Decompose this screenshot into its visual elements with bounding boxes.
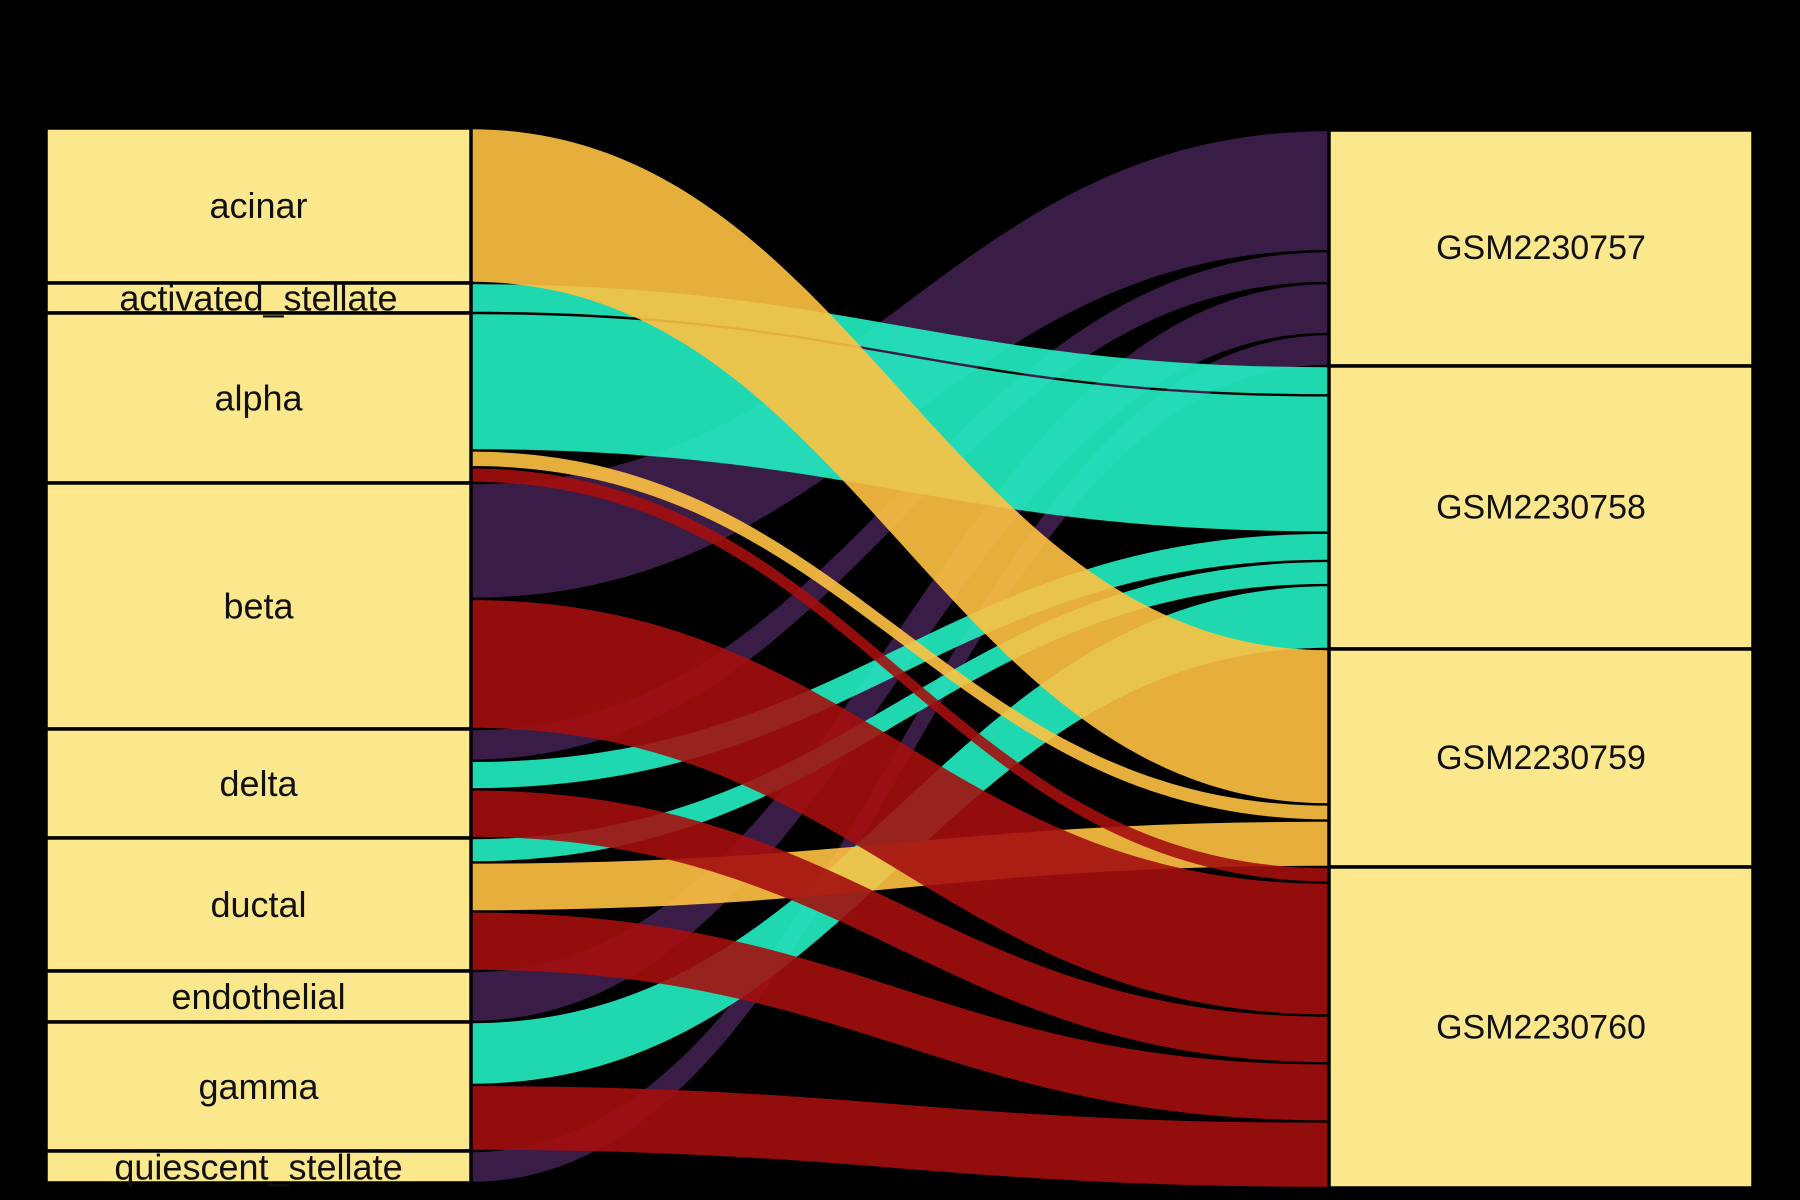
right-node-GSM2230760 xyxy=(1327,865,1755,1190)
left-node-label-beta: beta xyxy=(223,586,294,627)
flows-layer xyxy=(471,129,1329,1187)
flow-delta-to-GSM2230760 xyxy=(471,790,1329,1063)
right-node-GSM2230757 xyxy=(1327,128,1755,368)
flow-delta-to-GSM2230758 xyxy=(471,533,1329,789)
left-node-label-activated_stellate: activated_stellate xyxy=(119,278,397,319)
flow-ductal-to-GSM2230758 xyxy=(471,562,1329,862)
right-nodes-layer xyxy=(1327,128,1755,1190)
right-node-GSM2230758 xyxy=(1327,364,1755,651)
left-node-label-alpha: alpha xyxy=(214,378,303,419)
left-node-ductal xyxy=(44,836,473,973)
left-node-endothelial xyxy=(44,969,473,1024)
flow-gamma-to-GSM2230760 xyxy=(471,1086,1329,1187)
left-node-delta xyxy=(44,727,473,840)
left-node-label-delta: delta xyxy=(219,763,298,804)
right-node-label-GSM2230757: GSM2230757 xyxy=(1436,229,1646,267)
flow-acinar-to-GSM2230759 xyxy=(471,129,1329,804)
left-node-gamma xyxy=(44,1020,473,1153)
left-node-label-ductal: ductal xyxy=(210,884,306,925)
flow-beta-to-GSM2230760 xyxy=(471,600,1329,1015)
right-node-label-GSM2230759: GSM2230759 xyxy=(1436,739,1646,777)
flow-ductal-to-GSM2230760 xyxy=(471,912,1329,1121)
left-node-label-gamma: gamma xyxy=(198,1066,319,1107)
left-node-quiescent_stellate xyxy=(44,1149,473,1185)
right-node-GSM2230759 xyxy=(1327,647,1755,869)
left-node-label-endothelial: endothelial xyxy=(171,976,345,1017)
left-node-label-quiescent_stellate: quiescent_stellate xyxy=(114,1147,402,1188)
left-node-acinar xyxy=(44,126,473,285)
right-node-label-GSM2230758: GSM2230758 xyxy=(1436,489,1646,527)
right-node-label-GSM2230760: GSM2230760 xyxy=(1436,1009,1646,1047)
flow-alpha-to-GSM2230759 xyxy=(471,451,1329,820)
flow-alpha-to-GSM2230760 xyxy=(471,468,1329,882)
left-nodes-layer xyxy=(44,126,473,1185)
left-node-label-acinar: acinar xyxy=(209,185,307,226)
